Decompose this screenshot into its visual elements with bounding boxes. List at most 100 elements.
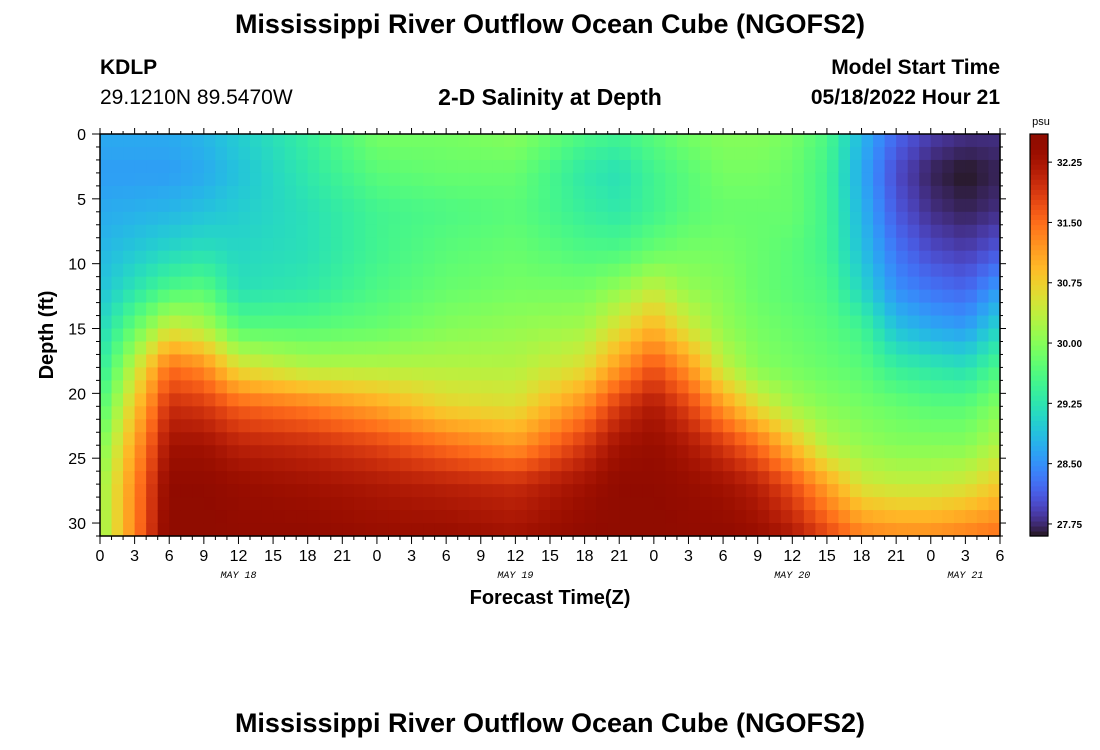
heatmap-cell bbox=[976, 134, 990, 148]
heatmap-cell bbox=[584, 497, 597, 511]
heatmap-cell bbox=[423, 523, 436, 537]
heatmap-cell bbox=[388, 146, 401, 161]
heatmap-cell bbox=[676, 276, 690, 291]
heatmap-cell bbox=[296, 328, 309, 343]
colorbar-segment bbox=[1030, 495, 1048, 502]
heatmap-cell bbox=[896, 134, 909, 148]
heatmap-cell bbox=[734, 497, 747, 511]
heatmap-cell bbox=[630, 172, 643, 187]
heatmap-cell bbox=[596, 341, 609, 356]
heatmap-cell bbox=[896, 172, 909, 187]
heatmap-cell bbox=[319, 471, 332, 485]
heatmap-cell bbox=[330, 341, 343, 356]
heatmap-cell bbox=[942, 510, 955, 524]
heatmap-cell bbox=[953, 354, 966, 369]
heatmap-cell bbox=[100, 263, 113, 278]
heatmap-cell bbox=[376, 172, 390, 187]
heatmap-cell bbox=[250, 380, 263, 394]
heatmap-cell bbox=[746, 471, 759, 485]
heatmap-cell bbox=[561, 237, 574, 252]
heatmap-cell bbox=[803, 406, 816, 420]
heatmap-cell bbox=[192, 497, 205, 511]
heatmap-cell bbox=[400, 497, 413, 511]
heatmap-cell bbox=[284, 263, 297, 278]
heatmap-cell bbox=[457, 224, 470, 239]
heatmap-cell bbox=[526, 510, 540, 524]
heatmap-cell bbox=[480, 354, 493, 369]
heatmap-cell bbox=[238, 134, 251, 148]
heatmap-cell bbox=[838, 484, 851, 498]
heatmap-cell bbox=[746, 172, 759, 187]
heatmap-cell bbox=[526, 497, 540, 511]
heatmap-cell bbox=[976, 341, 990, 356]
heatmap-cell bbox=[746, 276, 759, 291]
heatmap-cell bbox=[988, 289, 1001, 304]
heatmap-cell bbox=[111, 289, 124, 304]
heatmap-cell bbox=[746, 237, 759, 252]
heatmap-cell bbox=[215, 419, 228, 433]
heatmap-cell bbox=[261, 289, 274, 304]
heatmap-cell bbox=[538, 458, 551, 472]
heatmap-cell bbox=[826, 237, 840, 252]
heatmap-cell bbox=[284, 276, 297, 291]
heatmap-cell bbox=[988, 237, 1001, 252]
heatmap-cell bbox=[250, 134, 263, 148]
heatmap-cell bbox=[930, 276, 943, 291]
colorbar-segment bbox=[1030, 314, 1048, 321]
heatmap-cell bbox=[976, 185, 990, 200]
heatmap-cell bbox=[169, 523, 182, 537]
heatmap-cell bbox=[665, 159, 678, 174]
heatmap-cell bbox=[307, 484, 320, 498]
heatmap-cell bbox=[157, 523, 170, 537]
heatmap-cell bbox=[457, 302, 470, 317]
heatmap-cell bbox=[700, 302, 713, 317]
heatmap-cell bbox=[226, 172, 240, 187]
heatmap-cell bbox=[838, 263, 851, 278]
heatmap-cell bbox=[792, 185, 805, 200]
heatmap-cell bbox=[192, 458, 205, 472]
heatmap-cell bbox=[838, 146, 851, 161]
heatmap-cell bbox=[734, 289, 747, 304]
heatmap-cell bbox=[134, 497, 147, 511]
heatmap-cell bbox=[734, 445, 747, 459]
heatmap-cell bbox=[411, 380, 424, 394]
heatmap-cell bbox=[192, 445, 205, 459]
heatmap-cell bbox=[746, 134, 759, 148]
heatmap-cell bbox=[896, 276, 909, 291]
heatmap-cell bbox=[734, 172, 747, 187]
heatmap-cell bbox=[838, 250, 851, 265]
heatmap-cell bbox=[388, 328, 401, 343]
heatmap-cell bbox=[226, 354, 240, 369]
heatmap-cell bbox=[850, 471, 863, 485]
colorbar-segment bbox=[1030, 289, 1048, 296]
heatmap-cell bbox=[307, 276, 320, 291]
heatmap-cell bbox=[469, 419, 482, 433]
heatmap-cell bbox=[930, 380, 943, 394]
heatmap-cell bbox=[861, 172, 874, 187]
heatmap-cell bbox=[803, 445, 816, 459]
heatmap-cell bbox=[307, 341, 320, 356]
heatmap-cell bbox=[573, 315, 586, 330]
heatmap-cell bbox=[192, 406, 205, 420]
heatmap-cell bbox=[803, 159, 816, 174]
heatmap-cell bbox=[446, 159, 459, 174]
heatmap-cell bbox=[884, 198, 897, 213]
heatmap-cell bbox=[976, 237, 990, 252]
heatmap-cell bbox=[365, 263, 378, 278]
heatmap-cell bbox=[630, 471, 643, 485]
heatmap-cell bbox=[526, 302, 540, 317]
heatmap-cell bbox=[953, 289, 966, 304]
heatmap-cell bbox=[388, 237, 401, 252]
heatmap-cell bbox=[723, 224, 736, 239]
heatmap-cell bbox=[480, 484, 493, 498]
heatmap-cell bbox=[988, 224, 1001, 239]
heatmap-cell bbox=[561, 315, 574, 330]
heatmap-cell bbox=[584, 523, 597, 537]
heatmap-cell bbox=[319, 211, 332, 226]
heatmap-cell bbox=[215, 263, 228, 278]
heatmap-cell bbox=[700, 328, 713, 343]
heatmap-cell bbox=[596, 146, 609, 161]
heatmap-cell bbox=[976, 250, 990, 265]
heatmap-cell bbox=[584, 134, 597, 148]
heatmap-cell bbox=[434, 432, 447, 446]
